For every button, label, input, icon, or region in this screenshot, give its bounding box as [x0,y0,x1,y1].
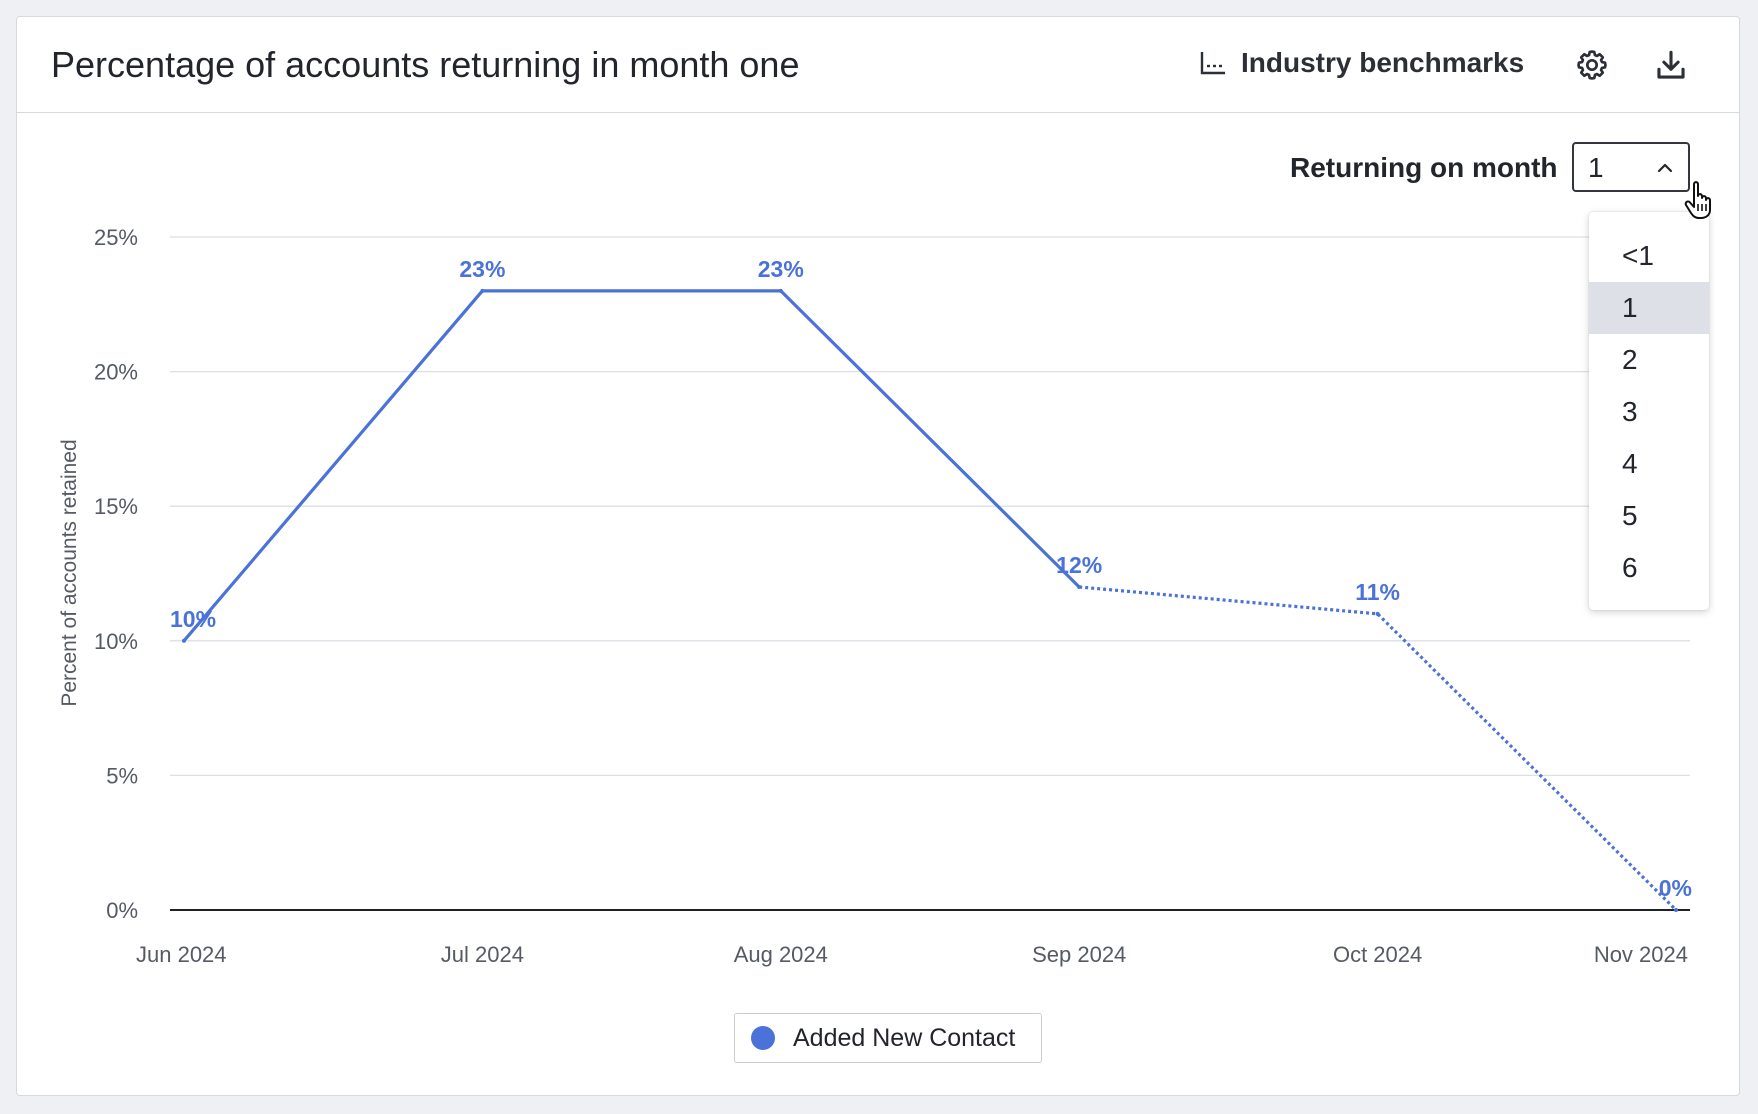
dropdown-option[interactable]: 5 [1622,500,1638,531]
data-label: 0% [1659,875,1692,901]
data-point [1077,584,1082,589]
x-tick-label: Jun 2024 [136,942,227,967]
dropdown-option[interactable]: 4 [1622,448,1638,479]
y-tick-label: 15% [94,494,138,519]
data-label: 10% [170,606,216,632]
x-tick-label: Jul 2024 [441,942,524,967]
legend-series-swatch [751,1026,775,1050]
dropdown-option[interactable]: <1 [1622,240,1654,271]
data-label: 11% [1355,579,1400,605]
series-line-projected [1079,585,1678,912]
legend-series-label: Added New Contact [793,1023,1016,1052]
chart-card: Percentage of accounts returning in mont… [16,16,1740,1096]
chart-legend[interactable]: Added New Contact [734,1013,1042,1063]
data-label: 23% [459,256,505,282]
dropdown-option[interactable]: 3 [1622,396,1638,427]
download-icon [1657,50,1685,79]
series-line-solid [182,289,1081,642]
x-tick-label: Aug 2024 [734,942,828,967]
returning-month-select[interactable]: 1 [1572,142,1690,192]
data-label: 12% [1056,552,1102,578]
y-tick-label: 5% [106,763,138,788]
y-tick-label: 0% [106,898,138,923]
dropdown-option[interactable]: 1 [1589,282,1709,334]
hand-pointer-icon [1684,181,1711,219]
card-header: Percentage of accounts returning in mont… [17,17,1739,113]
y-tick-label: 10% [94,629,138,654]
industry-benchmarks-label: Industry benchmarks [1241,47,1525,78]
data-label: 23% [758,256,804,282]
industry-benchmarks-button[interactable]: Industry benchmarks [1199,43,1524,83]
data-point [182,638,186,643]
download-button[interactable] [1649,43,1693,87]
settings-button[interactable] [1570,43,1614,87]
y-tick-label: 25% [94,225,138,250]
chart-axis-icon [1200,52,1225,75]
data-point [1375,611,1380,616]
x-tick-label: Sep 2024 [1032,942,1126,967]
data-point [480,288,485,293]
chevron-up-icon [1657,163,1673,173]
y-axis-title: Percent of accounts retained [58,439,81,706]
data-point [778,288,783,293]
x-tick-label: Oct 2024 [1333,942,1422,967]
returning-month-value: 1 [1588,152,1604,183]
x-tick-label: Nov 2024 [1594,942,1688,967]
dropdown-option[interactable]: 6 [1622,552,1638,583]
gear-icon [1577,50,1607,80]
returning-month-dropdown: <1 1 2 3 4 5 6 [1589,212,1709,610]
returning-on-month-label: Returning on month [1290,152,1558,183]
data-point [1674,908,1678,912]
dropdown-option[interactable]: 2 [1622,344,1638,375]
y-tick-label: 20% [94,360,138,385]
chart-title: Percentage of accounts returning in mont… [51,44,800,85]
